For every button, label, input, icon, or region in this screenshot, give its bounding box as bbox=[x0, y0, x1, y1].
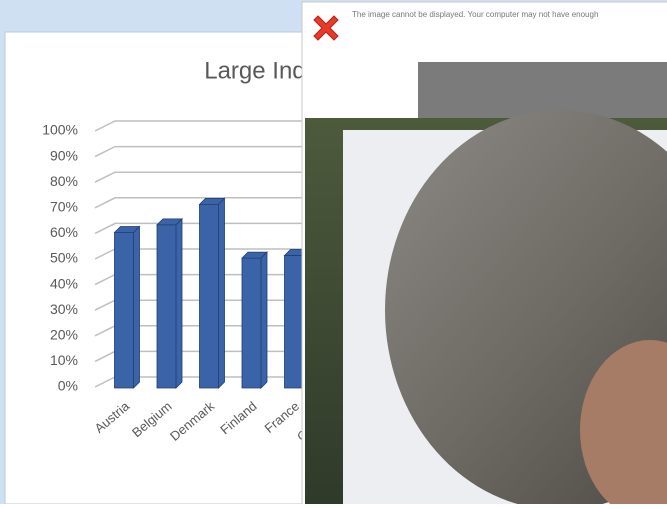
y-tick-label: 10% bbox=[50, 352, 78, 368]
gray-box bbox=[418, 62, 667, 119]
y-tick-label: 80% bbox=[50, 173, 78, 189]
page: {"chart_data": {"type": "bar3d", "title"… bbox=[0, 0, 667, 504]
y-tick-label: 20% bbox=[50, 327, 78, 343]
y-tick-label: 70% bbox=[50, 199, 78, 215]
error-text: The image cannot be displayed. Your comp… bbox=[352, 10, 598, 19]
screen: Large Industrial Energy Prices 2016 0%10… bbox=[0, 0, 667, 504]
y-tick-label: 40% bbox=[50, 275, 78, 291]
bar bbox=[115, 227, 140, 388]
bar bbox=[157, 219, 182, 388]
bar bbox=[200, 198, 225, 388]
y-tick-label: 30% bbox=[50, 301, 78, 317]
y-tick-label: 100% bbox=[42, 122, 78, 138]
y-tick-label: 50% bbox=[50, 250, 78, 266]
broken-image: The image cannot be displayed. Your comp… bbox=[302, 2, 667, 504]
bar bbox=[242, 252, 267, 388]
y-tick-label: 60% bbox=[50, 224, 78, 240]
y-tick-label: 0% bbox=[58, 378, 78, 394]
y-tick-label: 90% bbox=[50, 147, 78, 163]
